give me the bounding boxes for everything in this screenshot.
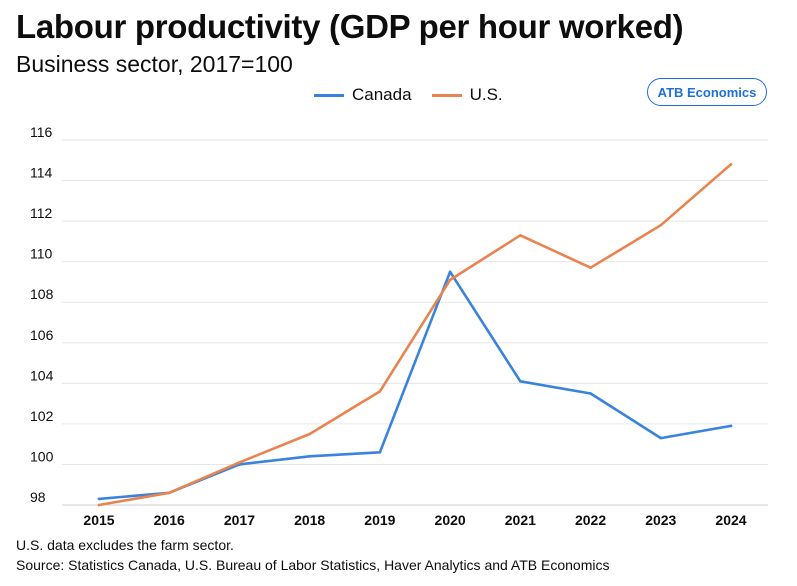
data-point-canada	[519, 380, 522, 383]
y-tick-label: 102	[30, 408, 54, 424]
legend-label-canada: Canada	[352, 85, 412, 104]
x-tick-label: 2015	[83, 512, 114, 528]
series-line-us	[97, 163, 733, 507]
source-note: Source: Statistics Canada, U.S. Bureau o…	[16, 557, 610, 573]
data-point-us	[378, 390, 382, 393]
y-tick-label: 106	[30, 327, 54, 343]
y-tick-label: 114	[30, 165, 53, 181]
legend-swatch-canada	[314, 93, 344, 97]
x-tick-label: 2019	[364, 512, 395, 528]
y-tick-label: 116	[30, 124, 53, 140]
data-point-us	[97, 503, 101, 507]
data-point-canada	[308, 455, 311, 458]
x-tick-label: 2018	[294, 512, 325, 528]
chart-subtitle: Business sector, 2017=100	[16, 51, 293, 77]
legend-swatch-us	[431, 93, 462, 97]
data-point-us	[729, 163, 733, 166]
x-tick-label: 2021	[505, 512, 536, 528]
y-tick-label: 100	[30, 448, 54, 464]
y-tick-label: 98	[30, 489, 46, 505]
data-point-us	[308, 432, 311, 436]
atb-economics-badge: ATB Economics	[647, 78, 767, 106]
data-point-canada	[589, 392, 592, 395]
data-point-canada	[448, 270, 452, 274]
chart-title: Labour productivity (GDP per hour worked…	[16, 8, 684, 45]
legend-item-canada: Canada	[314, 85, 412, 105]
data-point-canada	[729, 424, 733, 428]
data-point-us	[238, 461, 241, 464]
y-tick-label: 112	[30, 205, 53, 221]
data-point-us	[167, 491, 171, 495]
data-point-canada	[97, 497, 101, 501]
x-tick-label: 2016	[154, 512, 185, 528]
x-tick-label: 2024	[715, 512, 746, 528]
legend-item-us: U.S.	[431, 85, 503, 105]
data-point-us	[448, 278, 452, 282]
y-tick-label: 108	[30, 286, 54, 302]
x-tick-label: 2022	[575, 512, 606, 528]
data-point-us	[519, 234, 522, 237]
x-tick-label: 2023	[645, 512, 676, 528]
data-point-canada	[378, 450, 382, 454]
y-tick-label: 104	[30, 367, 54, 383]
data-point-us	[659, 223, 663, 227]
legend: Canada U.S.	[314, 85, 523, 105]
legend-label-us: U.S.	[469, 85, 503, 104]
y-tick-label: 110	[30, 246, 53, 262]
x-tick-label: 2017	[224, 512, 255, 528]
footnote: U.S. data excludes the farm sector.	[16, 537, 234, 553]
x-tick-label: 2020	[435, 512, 466, 528]
data-point-canada	[659, 436, 663, 440]
data-point-us	[589, 266, 592, 270]
